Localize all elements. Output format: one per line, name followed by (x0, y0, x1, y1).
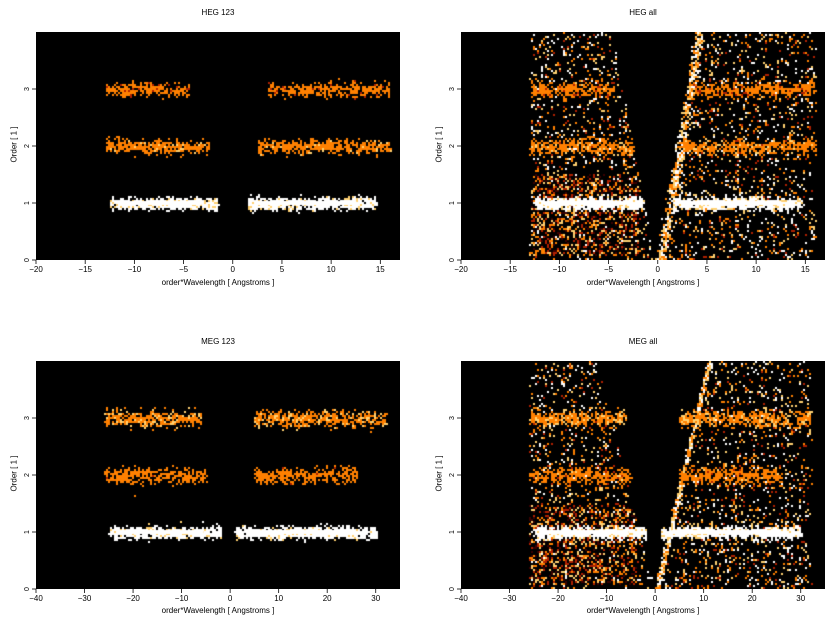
y-axis-label: Order [ 1 ] (9, 126, 19, 163)
y-tick-label: 3 (449, 87, 456, 91)
y-axis-label: Order [ 1 ] (434, 126, 444, 163)
x-tick-label: 30 (371, 594, 380, 603)
x-tick-label: −10 (600, 594, 614, 603)
y-tick-label: 0 (449, 258, 456, 262)
plot-area (36, 361, 400, 589)
y-tick-label: 2 (24, 473, 31, 477)
x-tick-label: −30 (78, 594, 92, 603)
x-tick-label: 10 (274, 594, 283, 603)
x-tick-label: 15 (376, 265, 385, 274)
x-tick-label: 10 (699, 594, 708, 603)
x-tick-label: 30 (796, 594, 805, 603)
y-axis-label: Order [ 1 ] (9, 455, 19, 492)
x-tick-label: −15 (503, 265, 517, 274)
y-tick-label: 1 (24, 530, 31, 534)
x-tick-label: −20 (551, 594, 565, 603)
y-tick-label: 2 (449, 144, 456, 148)
x-tick-label: 15 (801, 265, 810, 274)
x-axis-label: order*Wavelength [ Angstroms ] (161, 278, 275, 287)
heatmap-canvas (461, 361, 825, 589)
x-axis-label: order*Wavelength [ Angstroms ] (586, 606, 700, 615)
y-tick-label: 3 (24, 87, 31, 91)
x-tick-label: 0 (653, 594, 658, 603)
heatmap-canvas (461, 32, 825, 260)
x-tick-label: −5 (604, 265, 614, 274)
x-axis-label: order*Wavelength [ Angstroms ] (586, 278, 700, 287)
x-tick-label: −10 (553, 265, 567, 274)
chart-title: HEG all (629, 8, 657, 17)
y-tick-label: 0 (24, 258, 31, 262)
x-tick-label: −10 (128, 265, 142, 274)
x-tick-label: −20 (454, 265, 468, 274)
y-tick-label: 0 (24, 587, 31, 591)
plot-area (461, 32, 825, 260)
x-tick-label: −20 (126, 594, 140, 603)
heatmap-canvas (36, 361, 400, 589)
plot-area (36, 32, 400, 260)
x-tick-label: 0 (656, 265, 661, 274)
y-tick-label: 0 (449, 587, 456, 591)
x-tick-label: −10 (175, 594, 189, 603)
x-tick-label: 10 (327, 265, 336, 274)
x-tick-label: 0 (228, 594, 233, 603)
x-tick-label: 20 (323, 594, 332, 603)
x-tick-label: 20 (748, 594, 757, 603)
heatmap-canvas (36, 32, 400, 260)
x-tick-label: −15 (78, 265, 92, 274)
y-tick-label: 2 (449, 473, 456, 477)
y-tick-label: 3 (449, 416, 456, 420)
y-tick-label: 1 (449, 530, 456, 534)
x-tick-label: −20 (29, 265, 43, 274)
x-axis-label: order*Wavelength [ Angstroms ] (161, 606, 275, 615)
y-tick-label: 2 (24, 144, 31, 148)
plot-area (461, 361, 825, 589)
x-tick-label: 10 (752, 265, 761, 274)
x-tick-label: 5 (280, 265, 285, 274)
y-tick-label: 1 (24, 201, 31, 205)
y-tick-label: 3 (24, 416, 31, 420)
chart-title: MEG 123 (201, 337, 235, 346)
x-tick-label: 0 (231, 265, 236, 274)
chart-title: MEG all (628, 337, 658, 346)
x-tick-label: −5 (179, 265, 189, 274)
y-axis-label: Order [ 1 ] (434, 455, 444, 492)
x-tick-label: 5 (705, 265, 710, 274)
chart-title: HEG 123 (201, 8, 235, 17)
x-tick-label: −30 (503, 594, 517, 603)
x-tick-label: −40 (454, 594, 468, 603)
y-tick-label: 1 (449, 201, 456, 205)
x-tick-label: −40 (29, 594, 43, 603)
